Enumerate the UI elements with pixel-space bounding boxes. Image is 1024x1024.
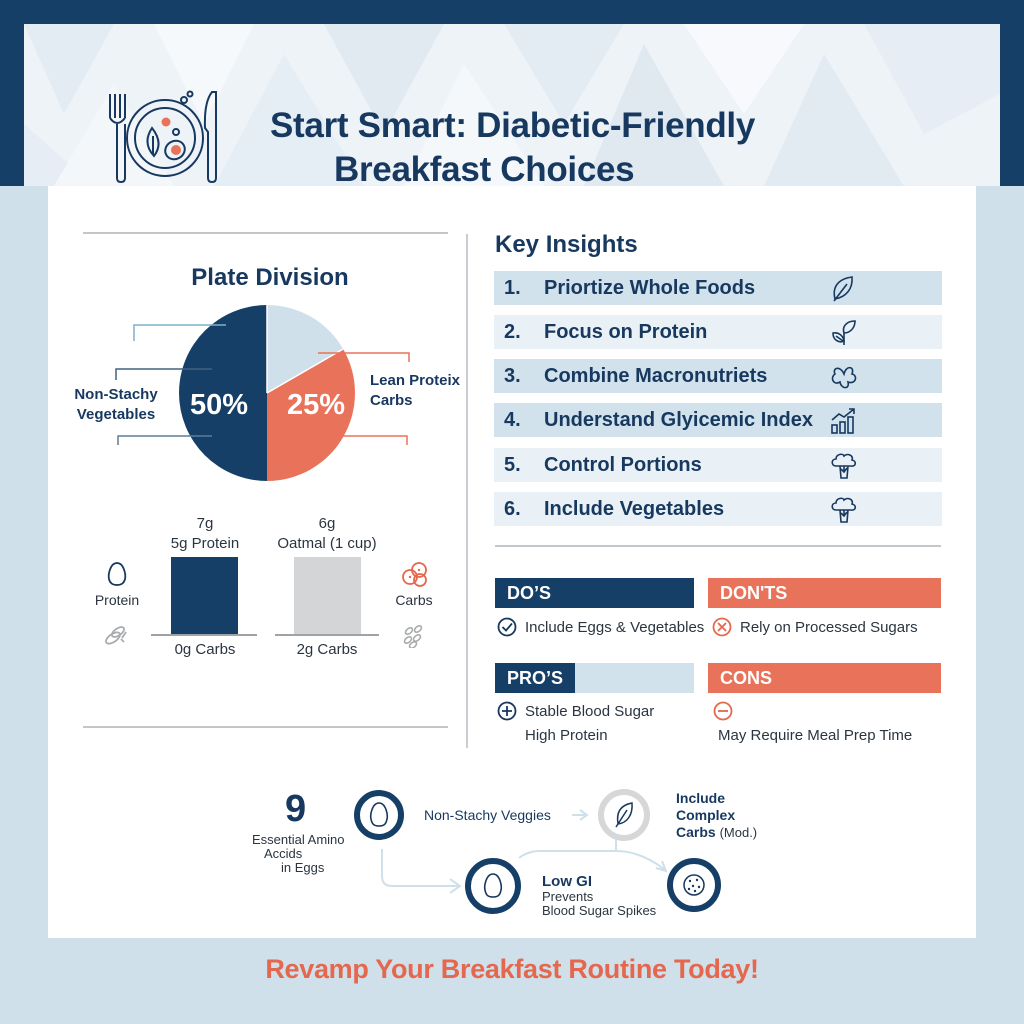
- insight-number: 6.: [504, 497, 521, 520]
- insight-row: 2. Focus on Protein: [494, 315, 942, 349]
- divider: [495, 545, 941, 547]
- plate-fork-knife-icon: [109, 90, 217, 184]
- broccoli-icon: [831, 453, 857, 479]
- column-divider: [466, 234, 468, 748]
- label-line: Include: [676, 790, 726, 806]
- x-circle-icon: [712, 617, 732, 637]
- protein-legend-label: Protein: [94, 592, 140, 608]
- label-line: Lean Proteix: [370, 372, 461, 389]
- bar-baseline: [151, 634, 257, 636]
- caption-line: Essential Amino: [252, 832, 345, 847]
- bar-protein: [171, 557, 238, 635]
- page-title: Start Smart: Diabetic-Friendly Breakfast…: [270, 104, 890, 186]
- chart-up-icon: [831, 408, 855, 434]
- donts-item: Rely on Processed Sugars: [712, 617, 918, 637]
- donts-header: DON'TS: [708, 578, 941, 608]
- title-line-1: Start Smart: Diabetic-Friendly: [270, 106, 755, 145]
- bar-oatmeal: [294, 557, 361, 635]
- insight-number: 4.: [504, 408, 521, 431]
- insight-label: Combine Macronutriets: [544, 364, 768, 387]
- cons-icon-wrap: [713, 701, 741, 721]
- clover-icon: [831, 366, 857, 389]
- broccoli-icon: [831, 497, 857, 523]
- donts-item-text: Rely on Processed Sugars: [740, 618, 918, 636]
- insight-label: Understand Glyicemic Index: [544, 408, 813, 431]
- grains-icon: [402, 562, 427, 587]
- insight-row: 4. Understand Glyicemic Index: [494, 403, 942, 437]
- bar2-category: Oatmal (1 cup): [277, 535, 377, 552]
- bar2-bottom-label: 2g Carbs: [296, 641, 358, 658]
- label-line: Carbs: [676, 824, 716, 840]
- sprout-icon: [832, 320, 856, 345]
- bar1-value: 7g: [196, 515, 214, 532]
- label-line: Prevents: [542, 889, 594, 904]
- bar1-top-label: 7g 5g Protein: [150, 514, 260, 554]
- low-gi-title: Low GI: [542, 873, 592, 890]
- pros-item-text: High Protein: [525, 727, 608, 744]
- insight-row: 1. Priortize Whole Foods: [494, 271, 942, 305]
- complex-carbs-label: Include Complex Carbs (Mod.): [676, 790, 757, 841]
- bar2-top-label: 6g Oatmal (1 cup): [262, 514, 392, 554]
- pros-item-text: Stable Blood Sugar: [525, 702, 655, 720]
- insight-row: 6. Include Vegetables: [494, 492, 942, 526]
- caption-line: in Eggs: [281, 860, 325, 875]
- plus-circle-icon: [497, 701, 517, 721]
- insight-label: Control Portions: [544, 453, 702, 476]
- label-suffix: (Mod.): [719, 825, 758, 840]
- carbs-legend-label: Carbs: [395, 592, 433, 608]
- seeds-icon: [403, 624, 423, 648]
- bar-baseline: [275, 634, 379, 636]
- veggies-label: Non-Stachy Veggies: [424, 807, 551, 823]
- bar1-bottom-label: 0g Carbs: [174, 641, 236, 658]
- dos-item-text: Include Eggs & Vegetables: [525, 618, 705, 636]
- pie-label-right: Lean Proteix Carbs: [370, 371, 470, 411]
- insight-label: Focus on Protein: [544, 320, 708, 343]
- insight-label: Priortize Whole Foods: [544, 276, 756, 299]
- pie-pct-right: 25%: [287, 389, 346, 421]
- pie-pct-left: 50%: [190, 389, 249, 421]
- label-line: Vegetables: [76, 406, 156, 423]
- insight-number: 1.: [504, 276, 521, 299]
- divider: [83, 726, 448, 728]
- cons-item-text: May Require Meal Prep Time: [718, 727, 913, 744]
- pie-title: Plate Division: [191, 264, 349, 291]
- pros-item: Stable Blood Sugar: [497, 701, 654, 721]
- insight-number: 3.: [504, 364, 521, 387]
- insight-label: Include Vegetables: [544, 497, 725, 520]
- header-banner: Start Smart: Diabetic-Friendly Breakfast…: [24, 24, 1000, 186]
- bar1-category: 5g Protein: [170, 535, 240, 552]
- insight-number: 5.: [504, 453, 521, 476]
- amino-count: 9: [285, 788, 307, 830]
- insight-row: 3. Combine Macronutriets: [494, 359, 942, 393]
- low-gi-label: Low GI Prevents Blood Sugar Spikes: [542, 873, 656, 918]
- cons-header: CONS: [708, 663, 941, 693]
- divider: [83, 232, 448, 234]
- egg-icon: [107, 562, 127, 586]
- pros-header: PRO’S: [495, 663, 694, 693]
- amino-caption: Essential Amino Accids in Eggs: [252, 833, 345, 875]
- check-circle-icon: [497, 617, 517, 637]
- insight-row: 5. Control Portions: [494, 448, 942, 482]
- label-line: Blood Sugar Spikes: [542, 903, 657, 918]
- leaf-icon: [833, 276, 853, 302]
- insight-number: 2.: [504, 320, 521, 343]
- title-line-2: Breakfast Choices: [334, 150, 635, 186]
- label-line: Carbs: [370, 392, 413, 409]
- key-insights-title: Key Insights: [495, 231, 638, 258]
- almond-icon: [105, 626, 127, 645]
- minus-circle-icon: [713, 701, 733, 721]
- dos-item: Include Eggs & Vegetables: [497, 617, 704, 637]
- label-line: Complex: [676, 807, 736, 823]
- label-line: Non-Stachy: [74, 386, 158, 403]
- dos-header: DO’S: [495, 578, 694, 608]
- footer-cta: Revamp Your Breakfast Routine Today!: [265, 954, 759, 984]
- triangle-pattern: [24, 24, 1000, 186]
- caption-line: Accids: [264, 846, 303, 861]
- bar2-value: 6g: [318, 515, 336, 532]
- pros-title: PRO’S: [495, 663, 575, 693]
- pie-label-left: Non-Stachy Vegetables: [66, 385, 166, 425]
